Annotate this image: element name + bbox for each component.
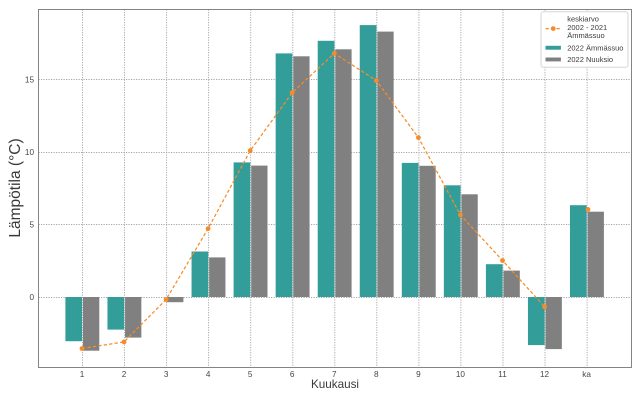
svg-text:10: 10	[25, 148, 35, 157]
svg-text:3: 3	[164, 370, 169, 379]
svg-text:2022 Nuuksio: 2022 Nuuksio	[567, 55, 613, 64]
svg-text:10: 10	[456, 370, 466, 379]
svg-text:12: 12	[540, 370, 550, 379]
svg-text:Ämmässuo: Ämmässuo	[567, 31, 605, 40]
svg-text:4: 4	[206, 370, 211, 379]
svg-text:keskiarvo: keskiarvo	[567, 15, 599, 24]
svg-text:2: 2	[122, 370, 127, 379]
svg-text:6: 6	[290, 370, 295, 379]
svg-text:Lämpötila (°C): Lämpötila (°C)	[7, 138, 24, 237]
svg-text:5: 5	[248, 370, 253, 379]
svg-text:1: 1	[80, 370, 85, 379]
svg-text:ka: ka	[582, 370, 591, 379]
svg-text:11: 11	[498, 370, 507, 379]
svg-text:7: 7	[332, 370, 337, 379]
svg-text:Kuukausi: Kuukausi	[311, 378, 359, 391]
svg-text:5: 5	[29, 221, 34, 230]
svg-text:2002 - 2021: 2002 - 2021	[567, 23, 607, 32]
svg-text:8: 8	[374, 370, 379, 379]
svg-text:2022 Ämmässuo: 2022 Ämmässuo	[567, 43, 623, 52]
svg-text:15: 15	[25, 76, 35, 85]
svg-text:0: 0	[29, 293, 34, 302]
svg-text:9: 9	[416, 370, 421, 379]
